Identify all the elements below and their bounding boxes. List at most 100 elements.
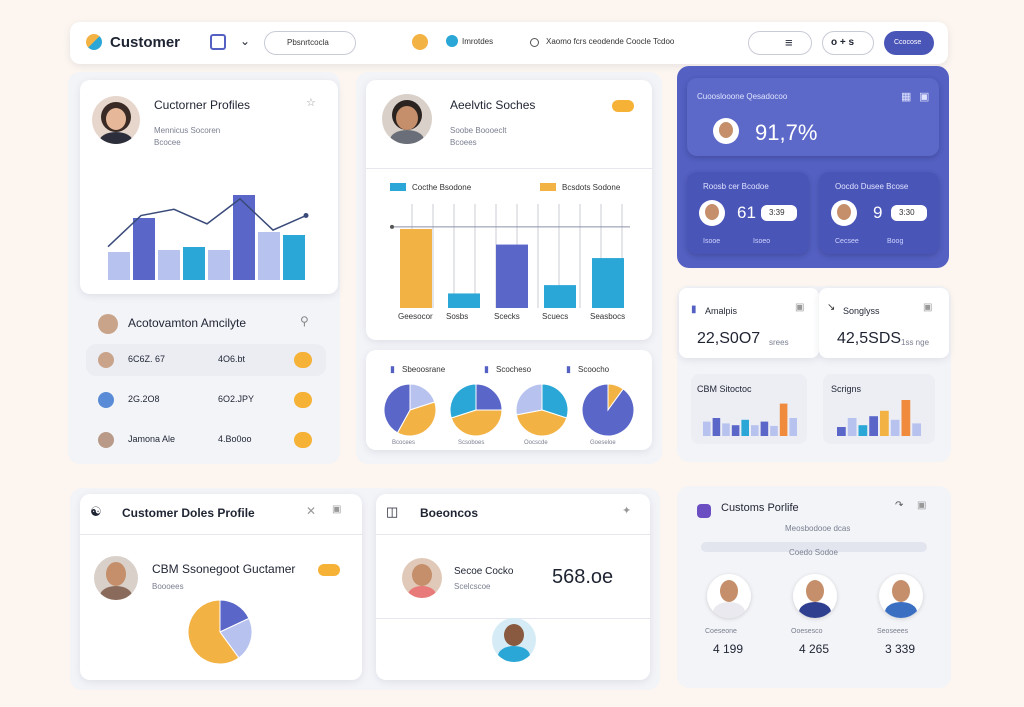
legend-label-2: Bcsdots Sodone	[562, 183, 621, 192]
chart-bar	[133, 218, 155, 280]
account-action-button[interactable]	[294, 392, 312, 408]
mini-bar	[703, 421, 711, 436]
pie-slice	[582, 384, 634, 436]
analytics-card: Aeelvtic Soches Soobe Boooeclt Bcoees Co…	[366, 80, 652, 340]
doles-badge[interactable]	[318, 564, 340, 576]
metric-2-unit: 1ss nge	[901, 338, 930, 347]
primary-button-label: Ccocose	[894, 39, 922, 46]
bar-scecks	[496, 244, 528, 308]
radio-icon[interactable]	[530, 38, 539, 47]
boeoncos-sub: Scelcscoe	[454, 582, 491, 591]
profile-avatar	[92, 96, 140, 144]
pie-caption: Scsoboes	[458, 440, 485, 446]
account-action-button[interactable]	[294, 432, 312, 448]
customs-sub2: Coedo Sodoe	[789, 548, 838, 557]
pie-legend-icon: ▮	[484, 364, 489, 374]
stat-card-2-foot1: Cecsee	[835, 238, 859, 245]
sparkle-icon[interactable]: ✦	[622, 505, 632, 517]
mini-chart-2-label: Scrigns	[831, 384, 862, 394]
account-value: 4O6.bt	[218, 354, 246, 364]
card-subtitle-2: Bcocee	[154, 138, 181, 147]
copy-icon-2[interactable]: ▣	[923, 302, 933, 313]
pie-legend-icon: ▮	[390, 364, 395, 374]
mini-bar	[869, 416, 878, 436]
pie-slice	[516, 384, 543, 416]
pie-slice	[188, 600, 240, 664]
chart-bar	[283, 235, 305, 280]
chart-bar	[158, 250, 180, 280]
calendar-icon[interactable]	[210, 34, 226, 50]
customer-profiles-card: Cuctorner Profiles ☆ Mennicus Socoren Bc…	[80, 80, 338, 294]
pie-slice	[450, 409, 502, 436]
person-role: Seoseees	[877, 628, 909, 635]
boeoncos-avatar	[402, 558, 442, 598]
account-row[interactable]: Jamona Ale 4.Bo0oo	[86, 424, 326, 456]
customs-title: Customs Porlife	[721, 502, 799, 514]
status-badge[interactable]	[612, 100, 634, 112]
close-icon[interactable]: ✕	[306, 504, 317, 518]
metric-1-label: Amalpis	[705, 306, 738, 316]
sun-icon[interactable]	[412, 34, 428, 50]
account-action-button[interactable]	[294, 352, 312, 368]
doles-pie-svg	[188, 600, 252, 664]
divider-2	[80, 534, 362, 535]
nav-middle-label[interactable]: Imrotdes	[462, 37, 494, 46]
top-nav-bar: Customer ⌄ Pbsnrtcocla Imrotdes Xaomo fc…	[70, 22, 948, 64]
mini-bar	[731, 425, 740, 436]
copy-icon-4[interactable]: ▣	[917, 500, 927, 511]
search-box[interactable]: Pbsnrtcocla	[264, 31, 356, 55]
pie-slice	[450, 384, 477, 419]
account-row[interactable]: 6C6Z. 67 4O6.bt	[86, 344, 326, 376]
pies-card: ▮ Sbeoosrane ▮ Scocheso ▮ Scoocho Bcocees Scso…	[366, 350, 652, 450]
avatar	[98, 432, 114, 448]
stat-card-1-badge: 3:39	[761, 205, 797, 221]
pie-label: Scoocho	[578, 365, 610, 374]
stat-card-1-foot2: Isoeo	[753, 238, 771, 245]
person-value: 3 339	[885, 642, 916, 656]
stat-card-2-badge: 3:30	[891, 205, 927, 221]
analytics-avatar	[382, 94, 432, 144]
menu-button[interactable]: ≡	[748, 31, 812, 55]
category-label: Seasbocs	[590, 312, 626, 321]
mini-bar	[890, 419, 900, 436]
mini-bar-chart-1	[703, 400, 799, 436]
copy-icon[interactable]: ▣	[795, 302, 805, 313]
combo-chart-svg	[107, 195, 309, 280]
boeoncos-title: Boeoncos	[420, 506, 479, 520]
category-label: Scecks	[494, 312, 520, 321]
doles-subtitle: CBM Ssonegoot Guctamer	[152, 562, 296, 576]
stat-main-value: 91,7%	[755, 120, 818, 145]
chevron-icon[interactable]: ⌄	[240, 34, 251, 48]
pie-slice	[541, 384, 568, 419]
primary-button[interactable]: Ccocose	[884, 31, 934, 55]
toggle-button[interactable]: o + s	[822, 31, 874, 55]
share-icon[interactable]: ↷	[895, 500, 904, 511]
mini-bar	[847, 418, 857, 436]
copy-icon-3[interactable]: ▣	[332, 504, 342, 515]
pie-slice	[475, 384, 502, 411]
stat-card-2: Oocdo Dusee Bcose 9 3:30 Cecsee Boog	[819, 172, 939, 254]
chart-bar	[233, 195, 255, 280]
stat-card-1-badge-text: 3:39	[769, 208, 785, 217]
bar-sosbs	[448, 293, 480, 308]
search-label: Pbsnrtcocla	[287, 38, 329, 47]
nav-wide-label[interactable]: Xaomo fcrs ceodende Coocle Tcdoo	[546, 37, 675, 46]
pie-caption: Oocscde	[524, 440, 548, 446]
app-title: Customer	[110, 34, 181, 51]
stat-card-1: Roosb cer Bcodoe 61 3:39 Isooe Isoeo	[687, 172, 809, 254]
avatar	[98, 352, 114, 368]
mini-bar	[789, 418, 797, 436]
expand-icon[interactable]: ▣	[919, 91, 930, 103]
stat-card-2-avatar	[831, 200, 857, 226]
accounts-section: Acotovamton Amcilyte ⚲ 6C6Z. 67 4O6.bt 2G.…	[80, 300, 338, 460]
mini-bar	[760, 421, 769, 436]
doles-avatar	[94, 556, 138, 600]
grid-icon[interactable]: ▦	[901, 91, 912, 103]
account-value: 6O2.JPY	[218, 394, 255, 404]
account-row[interactable]: 2G.2O8 6O2.JPY	[86, 384, 326, 416]
search-icon[interactable]: ⚲	[300, 314, 309, 328]
pie-slice	[396, 401, 436, 436]
pie-caption: Goeseloe	[590, 440, 616, 446]
star-icon[interactable]: ☆	[306, 97, 316, 109]
pie-slice	[384, 384, 411, 434]
